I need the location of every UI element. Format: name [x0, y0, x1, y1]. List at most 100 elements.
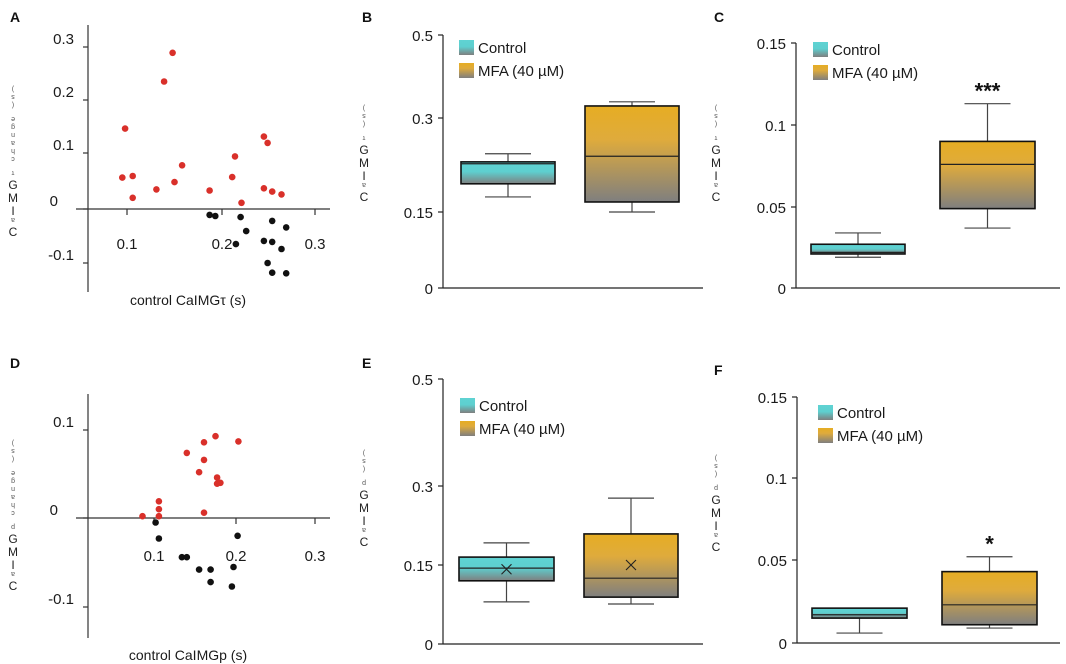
panel-b-y-tick-label: 0: [425, 281, 433, 298]
panel-c-y-label-char: s: [714, 112, 718, 119]
panel-d-point-decrease: [234, 532, 241, 540]
panel-a-y-label-char: a: [11, 139, 15, 146]
panel-b-box-mfa: [584, 105, 680, 203]
panel-a-y-label-char: h: [11, 147, 15, 154]
panel-a-scatter: 0.1 0.2 0.3 -0.1 0 0.1 0.2 0.3 control CaIMGτ (s…: [8, 25, 330, 308]
panel-a-point-decrease: [264, 259, 271, 267]
panel-a-point-increase: [169, 49, 176, 57]
panel-b-y-label-char: I: [362, 169, 365, 183]
panel-f-y-tick-label: 0.05: [758, 553, 787, 570]
panel-c-y-label-char: τ: [714, 134, 717, 141]
panel-b-y-label-char: C: [360, 190, 369, 204]
panel-e-y-label-char: M: [359, 501, 369, 515]
panel-b-legend-label-mfa: MFA (40 µM): [478, 63, 564, 80]
panel-e-y-tick-label: 0.15: [404, 558, 433, 575]
panel-b-legend-label-control: Control: [478, 40, 526, 57]
panel-d-point-increase: [139, 512, 146, 520]
panel-d-point-increase: [212, 432, 219, 440]
panel-a-y-label-char: c: [11, 155, 15, 162]
panel-b-boxplot: 0 0.15 0.3 0.5 CaIMGτ (s) Control MFA (40 µM): [359, 28, 703, 298]
panel-e-y-label-char: a: [362, 526, 366, 533]
panel-d-y-label-char: ): [12, 439, 14, 446]
panel-a-y-label-char: (: [11, 101, 14, 108]
panel-d-y-label-char: C: [9, 579, 18, 593]
panel-e-y-label-char: G: [359, 488, 368, 502]
panel-d-y-tick-label: 0.1: [53, 414, 74, 431]
panel-a-point-increase: [264, 139, 271, 147]
panel-d-point-increase: [213, 474, 221, 481]
panel-b-y-label-char: a: [362, 181, 366, 188]
panel-d-y-label-char: a: [11, 570, 15, 577]
panel-letter-f: F: [714, 362, 723, 378]
panel-f-box-control: [811, 607, 908, 619]
panel-e-y-label-char: (: [362, 465, 365, 472]
panel-d-y-label-char: p: [11, 523, 15, 530]
panel-d-point-increase: [200, 456, 208, 464]
panel-f-y-tick-label: 0: [779, 636, 787, 653]
panel-d-y-label-char: n: [11, 485, 15, 492]
panel-a-point-decrease: [282, 224, 290, 231]
panel-d-y-tick-label: -0.1: [48, 591, 74, 608]
panel-d-point-decrease: [207, 566, 214, 573]
panel-c-y-label-char: (: [714, 120, 717, 127]
panel-f-y-label-char: s: [714, 462, 718, 469]
panel-e-boxplot: 0 0.15 0.3 0.5 CaIMGp (s) Control MFA (40 µM): [359, 372, 703, 654]
panel-f-y-label-char: G: [711, 493, 720, 507]
panel-f-y-label-char: p: [714, 484, 718, 491]
panel-a-point-decrease: [278, 245, 285, 253]
panel-f-y-tick-label: 0.1: [766, 471, 787, 488]
panel-f-significance-label: *: [985, 532, 994, 557]
panel-letter-d: D: [10, 355, 20, 371]
panel-e-y-label-char: C: [360, 535, 369, 549]
panel-b-y-label-char: (: [362, 120, 365, 127]
panel-d-point-decrease: [230, 563, 237, 571]
panel-d-x-tick-label: 0.3: [305, 548, 326, 565]
panel-d-point-decrease: [228, 583, 236, 590]
panel-c-y-tick-label: 0.1: [765, 118, 786, 135]
panel-a-y-tick-label: 0.2: [53, 84, 74, 101]
panel-c-y-label-char: a: [714, 181, 718, 188]
panel-e-y-tick-label: 0: [425, 637, 433, 654]
panel-letter-a: A: [10, 9, 20, 25]
panel-a-y-label-char: G: [8, 178, 17, 192]
panel-d-x-tick-label: 0.2: [226, 548, 247, 565]
panel-c-legend-swatch-mfa: [813, 65, 828, 80]
panel-d-y-label-char: g: [11, 477, 15, 484]
panel-a-y-label-char: a: [11, 216, 15, 223]
panel-a-point-increase: [153, 186, 160, 193]
panel-c-y-label-char: C: [712, 190, 721, 204]
panel-a-point-decrease: [206, 211, 213, 219]
panel-c-y-tick-label: 0: [778, 281, 786, 298]
panel-f-y-label-char: C: [712, 540, 721, 554]
panel-d-point-increase: [155, 505, 163, 513]
panel-c-y-label-char: ): [715, 104, 717, 111]
panel-d-y-label-char: a: [11, 493, 15, 500]
panel-f-legend-swatch-control: [818, 405, 833, 420]
panel-a-point-increase: [231, 153, 239, 160]
panel-d-point-decrease: [207, 578, 214, 586]
panel-b-y-label-char: τ: [362, 134, 365, 141]
panel-f-y-label-char: a: [714, 531, 718, 538]
panel-a-point-decrease: [268, 238, 276, 246]
panel-c-boxplot: 0 0.05 0.1 0.15 CaIMGτ (s) Control MFA (40 µM) *…: [711, 36, 1060, 298]
panel-a-y-label-char: I: [11, 204, 14, 218]
panel-a-point-decrease: [282, 270, 290, 277]
panel-e-y-tick-label: 0.3: [412, 479, 433, 496]
panel-c-y-tick-label: 0.15: [757, 36, 786, 53]
panel-b-box-control: [460, 161, 556, 185]
panel-d-y-label-char: h: [11, 501, 15, 508]
panel-f-y-label-char: I: [714, 519, 717, 533]
panel-c-legend-label-control: Control: [832, 42, 880, 59]
panel-c-y-axis-label: CaIMGτ (s): [711, 104, 721, 204]
panel-a-point-decrease: [260, 237, 268, 245]
panel-e-mean-marker-mfa: [625, 559, 637, 571]
panel-d-y-tick-label: 0: [50, 502, 58, 519]
panel-f-y-axis-label: CaIMGp (s): [711, 454, 721, 554]
panel-d-point-increase: [183, 449, 191, 457]
panel-c-y-label-char: M: [711, 156, 721, 170]
panel-a-point-increase: [129, 172, 136, 180]
